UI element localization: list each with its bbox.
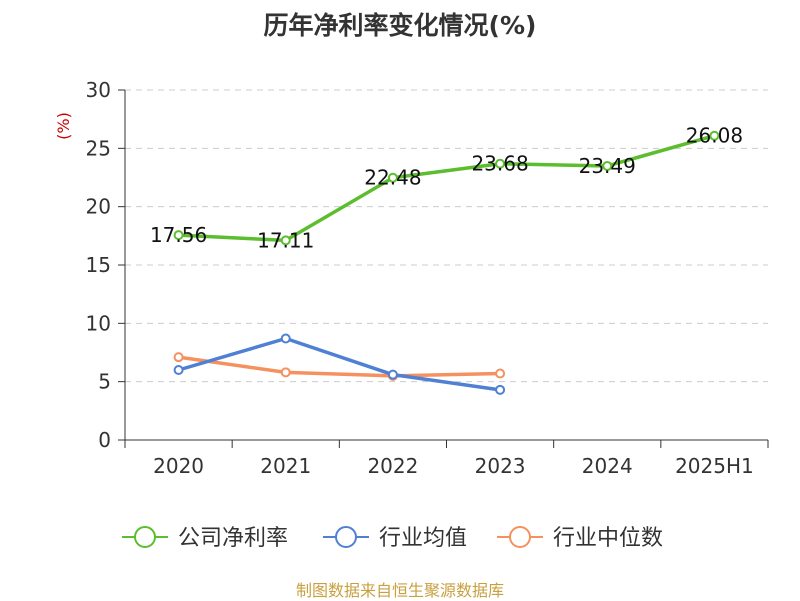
- axes: 0 5 10 15 20 25 30 2020 2021 2022 2023 2024 2025H1 (%…: [54, 78, 769, 478]
- y-tick-label: 20: [86, 195, 111, 219]
- data-label: 23.68: [471, 152, 528, 176]
- y-axis-label: (%): [54, 112, 73, 140]
- data-point: [495, 368, 506, 379]
- y-tick-label: 5: [98, 370, 111, 394]
- x-tick-label: 2025H1: [675, 454, 754, 478]
- x-tick-label: 2021: [260, 454, 311, 478]
- x-tick-label: 2023: [475, 454, 526, 478]
- legend-label: 公司净利率: [178, 526, 288, 551]
- data-point: [280, 367, 291, 378]
- data-point: [709, 130, 720, 141]
- legend-marker: [509, 526, 531, 548]
- source-note: 制图数据来自恒生聚源数据库: [295, 581, 504, 600]
- data-label: 17.56: [150, 223, 207, 247]
- y-tick-label: 30: [86, 78, 111, 102]
- data-point: [173, 352, 184, 363]
- series-line-1: [178, 336, 501, 392]
- y-tick-label: 0: [98, 428, 111, 452]
- data-label: 22.48: [364, 166, 421, 190]
- x-tick-label: 2024: [582, 454, 633, 478]
- x-tick-label: 2020: [153, 454, 204, 478]
- data-label: 23.49: [579, 154, 636, 178]
- legend-marker: [335, 526, 357, 548]
- legend: 公司净利率 行业均值 行业中位数: [122, 526, 663, 551]
- series-line-2: [178, 355, 501, 378]
- data-point: [173, 365, 184, 375]
- y-tick-label: 25: [86, 136, 111, 160]
- x-tick-label: 2022: [367, 454, 418, 478]
- data-point: [280, 333, 291, 344]
- series-line-0: [178, 134, 715, 243]
- data-point: [495, 158, 506, 169]
- data-label: 26.08: [686, 124, 743, 148]
- y-tick-label: 10: [86, 311, 111, 335]
- data-point: [173, 230, 184, 241]
- data-point: [602, 160, 613, 171]
- legend-label: 行业均值: [379, 526, 467, 551]
- data-label: 17.11: [257, 228, 314, 252]
- chart-title: 历年净利率变化情况(%): [263, 11, 537, 40]
- series-lines: [173, 130, 720, 395]
- data-point: [387, 172, 398, 183]
- data-labels: 17.56 17.11 22.48 23.68 23.49 26.08: [150, 124, 743, 253]
- legend-label: 行业中位数: [553, 526, 663, 551]
- legend-marker: [134, 526, 156, 548]
- y-tick-label: 15: [86, 253, 111, 277]
- data-point: [280, 235, 291, 246]
- data-point: [387, 369, 398, 380]
- data-point: [495, 384, 506, 395]
